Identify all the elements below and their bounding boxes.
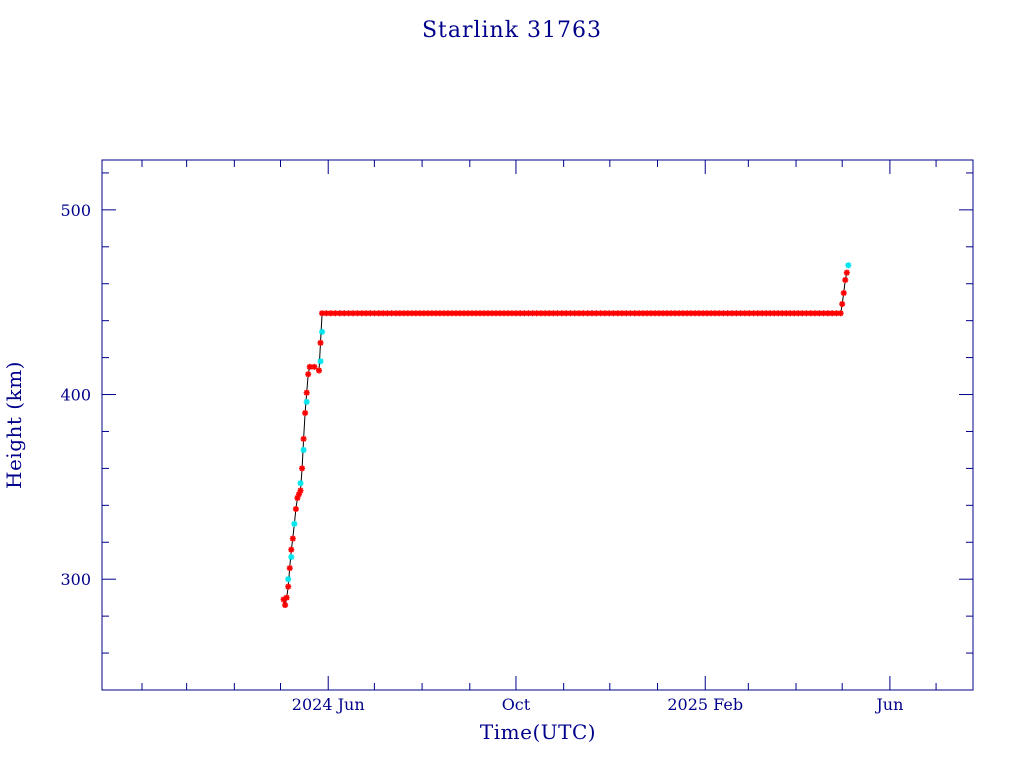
red-data-point bbox=[837, 310, 844, 317]
y-axis-ticks: 300 400 500 bbox=[60, 172, 973, 654]
plot-frame bbox=[101, 159, 974, 691]
data-points bbox=[280, 262, 852, 609]
red-data-point bbox=[833, 310, 840, 317]
cyan-data-point bbox=[291, 520, 298, 527]
cyan-data-point bbox=[317, 358, 324, 365]
red-data-point bbox=[317, 339, 324, 346]
red-data-point bbox=[297, 487, 304, 494]
red-data-point bbox=[627, 310, 634, 317]
red-data-point bbox=[300, 435, 307, 442]
red-data-point bbox=[371, 310, 378, 317]
red-data-point bbox=[302, 409, 309, 416]
red-data-point bbox=[332, 310, 339, 317]
x-tick-label: Jun bbox=[874, 695, 903, 714]
cyan-data-point bbox=[288, 554, 295, 561]
red-data-point bbox=[294, 494, 301, 501]
red-data-point bbox=[354, 310, 361, 317]
cyan-data-point bbox=[297, 480, 304, 487]
red-data-point bbox=[750, 310, 757, 317]
cyan-data-point bbox=[845, 262, 852, 269]
cyan-data-point bbox=[319, 328, 326, 335]
red-data-point bbox=[315, 367, 322, 374]
cyan-data-point bbox=[300, 446, 307, 453]
red-data-point bbox=[842, 277, 849, 284]
red-data-point bbox=[843, 269, 850, 276]
red-data-point bbox=[554, 310, 561, 317]
x-axis-ticks: 2024 Jun Oct 2025 Feb Jun bbox=[141, 160, 937, 714]
y-axis-label: Height (km) bbox=[2, 361, 26, 489]
x-axis-label: Time(UTC) bbox=[480, 720, 596, 744]
red-data-point bbox=[282, 602, 289, 609]
red-data-point bbox=[283, 594, 290, 601]
red-data-point bbox=[820, 310, 827, 317]
y-tick-label: 300 bbox=[60, 570, 91, 589]
red-data-point bbox=[367, 310, 374, 317]
red-data-point bbox=[289, 535, 296, 542]
x-tick-label: 2025 Feb bbox=[667, 695, 743, 714]
red-data-point bbox=[306, 363, 313, 370]
red-data-point bbox=[799, 310, 806, 317]
red-data-point bbox=[521, 310, 528, 317]
red-data-point bbox=[311, 363, 318, 370]
red-data-point bbox=[285, 583, 292, 590]
red-data-point bbox=[305, 371, 312, 378]
red-data-point bbox=[363, 310, 370, 317]
y-tick-label: 500 bbox=[60, 201, 91, 220]
red-data-point bbox=[517, 310, 524, 317]
red-data-point bbox=[341, 310, 348, 317]
cyan-data-point bbox=[285, 576, 292, 583]
chart-title: Starlink 31763 bbox=[422, 18, 602, 43]
y-tick-label: 400 bbox=[60, 386, 91, 405]
red-data-point bbox=[839, 301, 846, 308]
red-data-point bbox=[816, 310, 823, 317]
red-data-point bbox=[558, 310, 565, 317]
x-tick-label: Oct bbox=[502, 695, 531, 714]
cyan-data-point bbox=[303, 398, 310, 405]
red-data-point bbox=[840, 289, 847, 296]
red-data-point bbox=[292, 506, 299, 513]
red-data-point bbox=[584, 310, 591, 317]
x-tick-label: 2024 Jun bbox=[292, 695, 365, 714]
red-data-point bbox=[737, 310, 744, 317]
red-data-point bbox=[746, 310, 753, 317]
red-data-point bbox=[288, 546, 295, 553]
height-trace-line bbox=[283, 272, 848, 606]
red-data-point bbox=[299, 465, 306, 472]
red-data-point bbox=[303, 389, 310, 396]
red-data-point bbox=[829, 310, 836, 317]
red-data-point bbox=[286, 565, 293, 572]
red-data-point bbox=[606, 310, 613, 317]
